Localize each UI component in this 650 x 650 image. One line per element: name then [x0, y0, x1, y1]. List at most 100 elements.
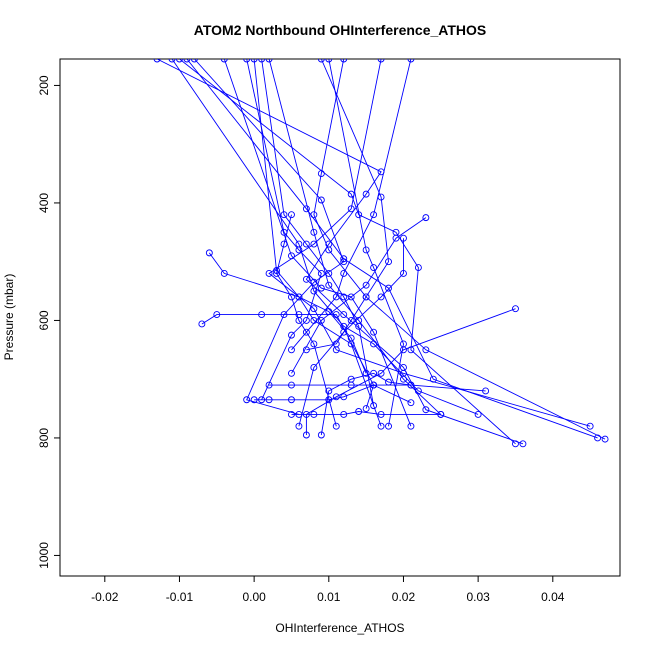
data-point — [265, 381, 273, 389]
plot-frame — [59, 58, 621, 577]
data-point — [198, 320, 206, 328]
data-point — [288, 369, 295, 377]
data-point — [370, 264, 378, 272]
data-point — [302, 240, 310, 248]
data-point — [482, 387, 490, 395]
data-point — [332, 422, 340, 430]
y-axis-label: Pressure (mbar) — [2, 274, 16, 361]
x-axis-label: OHInterference_ATHOS — [275, 621, 404, 635]
data-point — [250, 59, 258, 63]
data-point — [347, 205, 355, 213]
data-point — [243, 59, 251, 63]
data-point — [400, 346, 407, 354]
data-point — [317, 269, 325, 277]
x-tick-label: 0.00 — [242, 590, 266, 604]
y-tick-label: 1000 — [37, 542, 51, 569]
data-point — [332, 393, 340, 401]
data-point — [288, 396, 295, 404]
data-point — [288, 293, 295, 301]
data-point — [325, 281, 333, 289]
data-point — [168, 59, 176, 63]
data-point — [317, 196, 325, 204]
series-line — [291, 411, 441, 415]
data-point — [302, 205, 310, 213]
data-point — [310, 211, 318, 219]
data-point — [310, 228, 318, 236]
data-point — [385, 284, 392, 292]
data-point — [370, 381, 378, 389]
x-tick-label: -0.02 — [91, 590, 119, 604]
data-point — [258, 59, 266, 63]
data-point — [512, 305, 519, 313]
x-tick-label: -0.01 — [166, 590, 194, 604]
data-point — [258, 311, 266, 319]
data-point — [474, 410, 482, 418]
data-point — [273, 269, 280, 277]
data-point — [176, 59, 183, 63]
data-point — [347, 340, 355, 348]
data-point — [407, 422, 415, 430]
series-line — [298, 238, 404, 427]
data-point — [317, 59, 325, 63]
data-point — [400, 369, 407, 377]
data-point — [310, 287, 318, 295]
data-point — [325, 59, 333, 63]
data-point — [317, 284, 325, 292]
data-point — [422, 406, 430, 414]
data-point — [317, 431, 325, 439]
data-point — [183, 59, 191, 63]
data-point — [265, 396, 273, 404]
data-point — [362, 190, 370, 198]
data-point — [362, 293, 370, 301]
series-line — [268, 59, 591, 427]
data-point — [437, 410, 445, 418]
data-point — [340, 269, 348, 277]
data-point — [422, 214, 430, 222]
data-point — [340, 59, 348, 63]
y-tick-label: 800 — [37, 428, 51, 448]
data-point — [153, 59, 161, 63]
series-line — [253, 59, 367, 374]
data-point — [355, 408, 363, 415]
data-point — [340, 328, 348, 336]
data-point — [295, 422, 303, 430]
data-point — [220, 269, 228, 277]
data-point — [302, 316, 310, 324]
chart-title: ATOM2 Northbound OHInterference_ATHOS — [194, 22, 486, 38]
data-point — [340, 410, 348, 418]
data-point — [205, 249, 213, 257]
data-point — [519, 440, 527, 448]
data-point — [295, 316, 303, 324]
data-point — [280, 211, 288, 219]
data-point — [370, 369, 378, 377]
series-line — [208, 252, 382, 427]
data-point — [377, 293, 385, 301]
data-point — [370, 211, 378, 219]
series-line — [186, 59, 598, 439]
series-line — [179, 59, 516, 445]
series-line — [291, 217, 427, 374]
x-tick-label: 0.04 — [541, 590, 565, 604]
series-line — [291, 59, 412, 351]
data-point — [347, 316, 355, 324]
data-point — [377, 369, 385, 377]
data-point — [280, 240, 288, 248]
data-point — [400, 234, 407, 242]
data-point — [377, 410, 385, 418]
data-point — [340, 311, 348, 319]
data-point — [347, 293, 355, 301]
series-line — [254, 384, 412, 404]
data-point — [332, 293, 340, 301]
data-point — [512, 440, 519, 448]
series-line — [246, 59, 322, 400]
series-line — [276, 214, 337, 427]
data-point — [295, 293, 303, 301]
data-point — [340, 255, 348, 263]
data-point — [407, 59, 415, 63]
series-line — [223, 59, 412, 427]
x-tick-label: 0.01 — [317, 590, 341, 604]
data-point — [302, 328, 310, 336]
data-point — [243, 396, 251, 404]
data-point — [310, 305, 318, 313]
